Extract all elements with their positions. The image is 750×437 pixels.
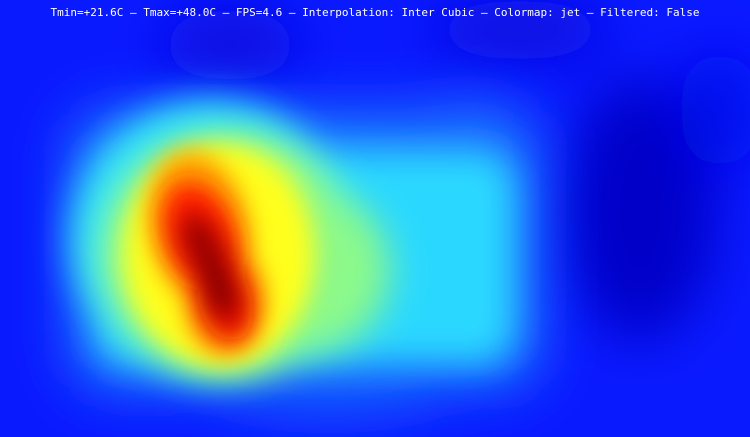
status-readout: Tmin=+21.6C — Tmax=+48.0C — FPS=4.6 — In…: [50, 6, 700, 19]
